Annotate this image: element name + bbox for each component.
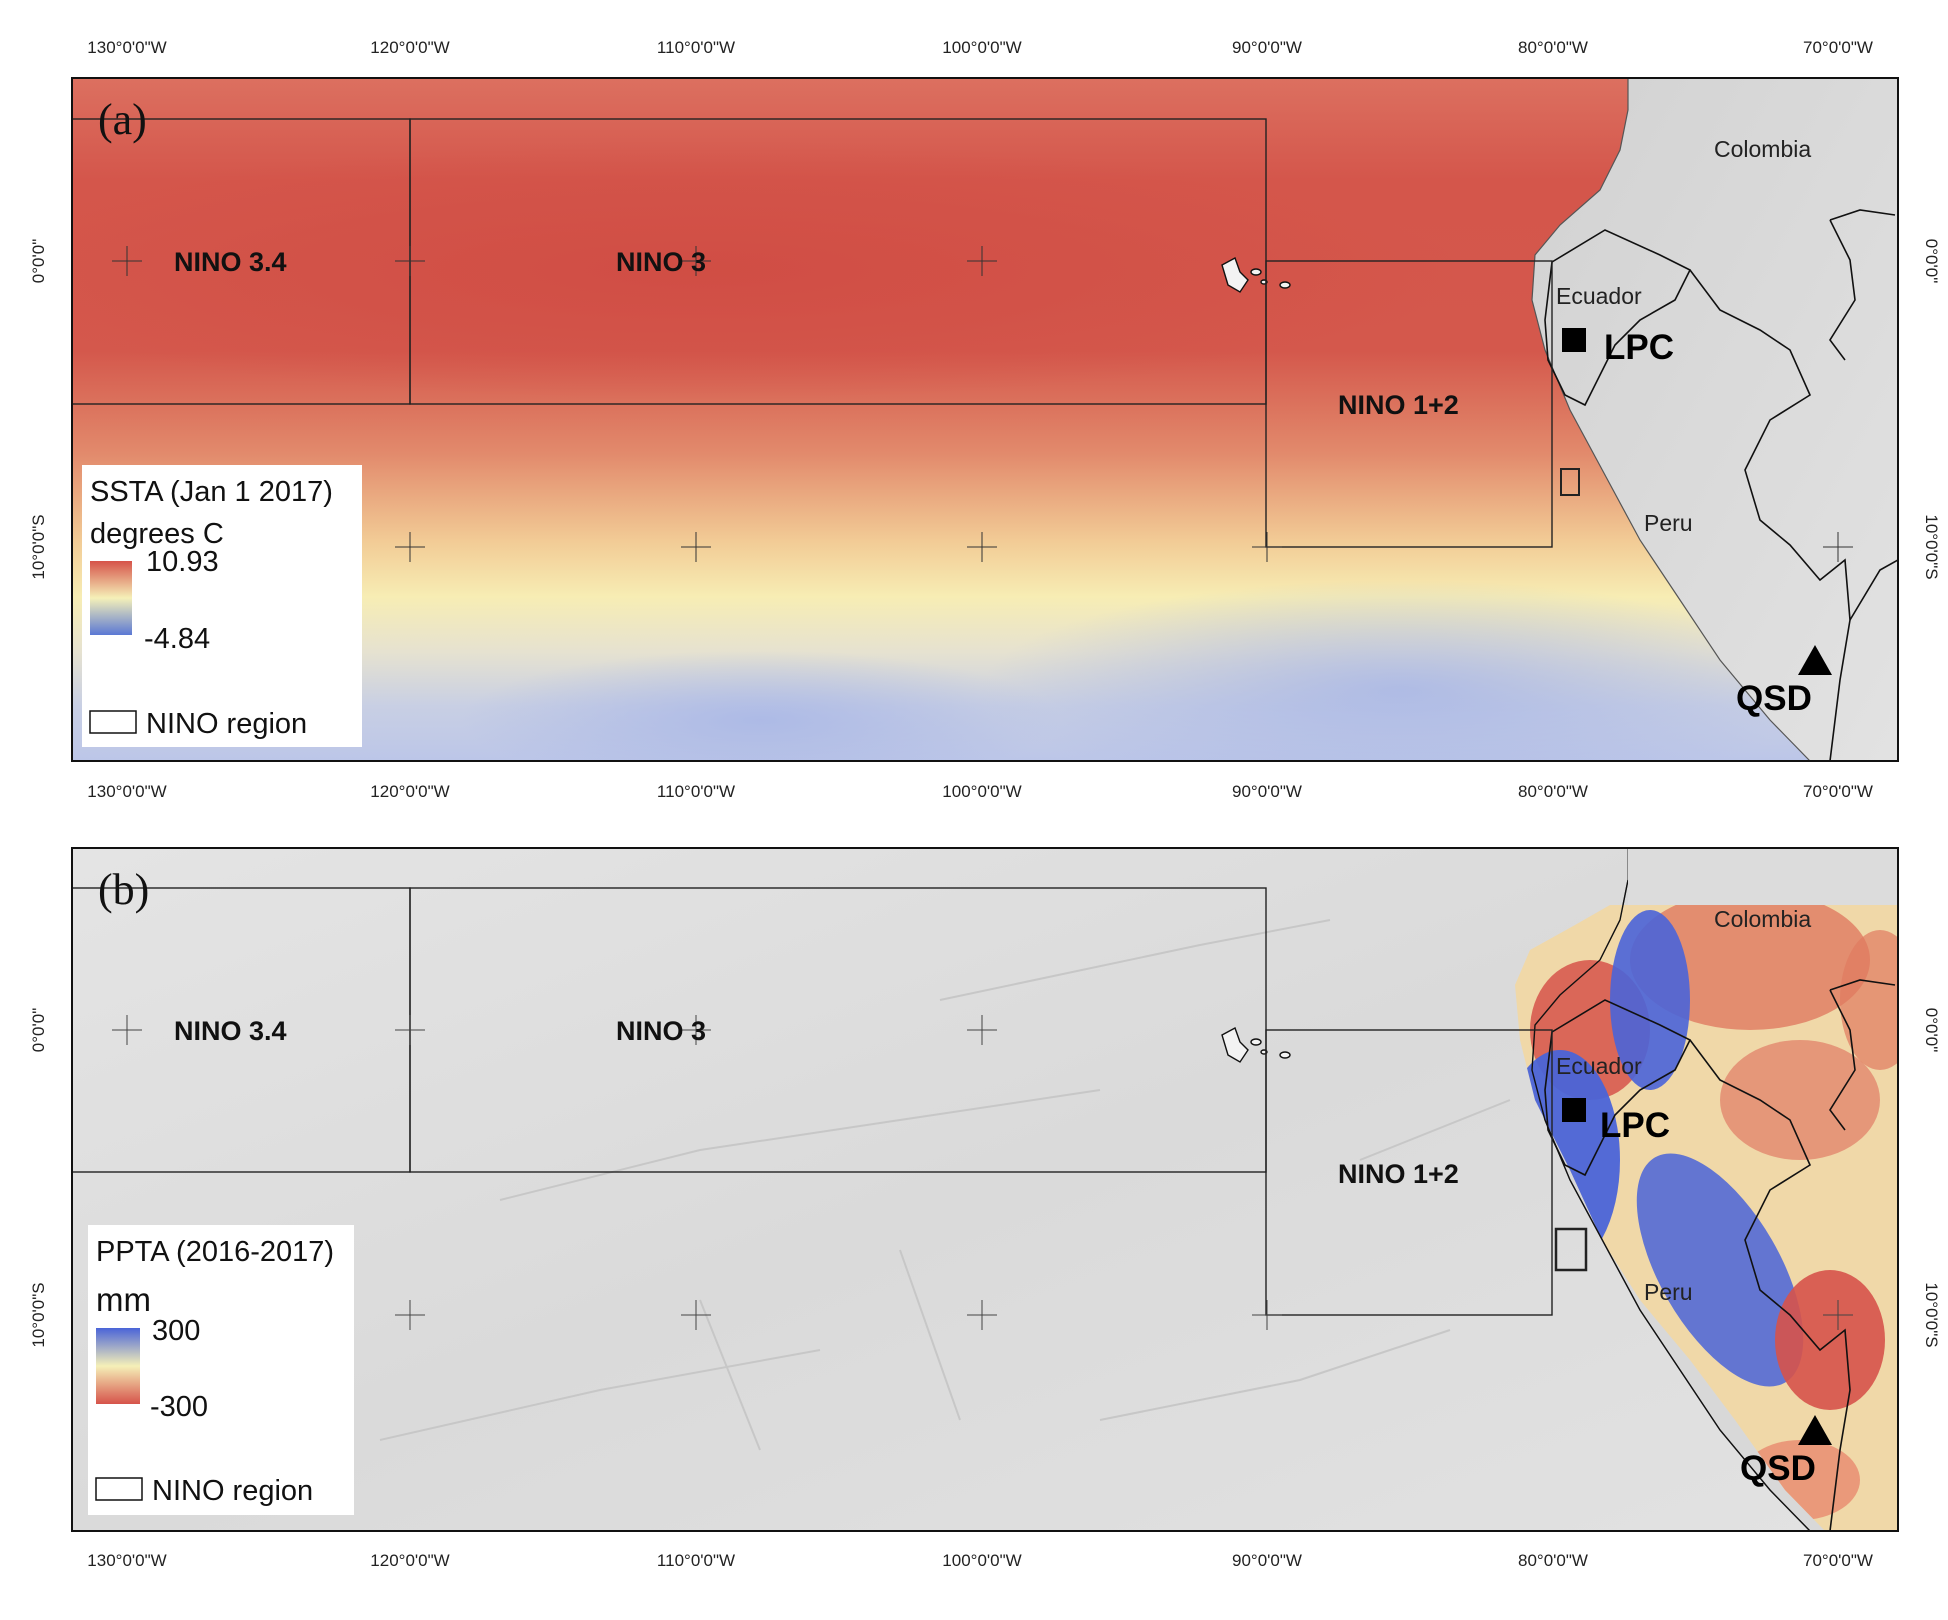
x-tick-label: 70°0'0"W	[1803, 1551, 1873, 1570]
x-tick-label: 100°0'0"W	[942, 38, 1021, 57]
peru-border	[1689, 269, 1851, 761]
x-tick-label: 110°0'0"W	[657, 38, 735, 57]
y-tick-label: 0°0'0"	[29, 1008, 48, 1052]
y-tick-label: 10°0'0"S	[29, 514, 48, 579]
colombia-label: Colombia	[1714, 136, 1811, 162]
qsd-site-marker	[1798, 645, 1832, 675]
map-frame-b	[71, 847, 1899, 1532]
y-tick-label: 10°0'0"S	[1922, 1282, 1941, 1347]
south-america-land	[1531, 78, 1898, 761]
galapagos-islands-b	[1221, 1026, 1291, 1063]
colombia-border-b	[1829, 979, 1896, 1131]
lpc-label-b: LPC	[1600, 1106, 1670, 1145]
panel-a: (a) NINO 3.4 NINO 3 NINO 1+2 Colombia Ec…	[71, 77, 1899, 762]
legend-region-label-a: NINO region	[146, 708, 307, 740]
ecuador-label-b: Ecuador	[1556, 1053, 1642, 1079]
seafloor-ridges	[379, 919, 1511, 1451]
y-tick-label: 10°0'0"S	[1922, 514, 1941, 579]
nino34-label-b: NINO 3.4	[174, 1016, 287, 1046]
nino12-label: NINO 1+2	[1338, 390, 1459, 420]
lpc-site-marker-b	[1562, 1098, 1586, 1122]
legend-colorbar-b	[96, 1328, 140, 1404]
x-tick-label: 90°0'0"W	[1232, 38, 1302, 57]
x-tick-label: 90°0'0"W	[1232, 782, 1302, 801]
x-tick-label: 90°0'0"W	[1232, 1551, 1302, 1570]
no-data-area	[1628, 848, 1898, 905]
legend-b: PPTA (2016-2017) mm 300 -300 NINO region	[88, 1225, 354, 1515]
legend-region-label-b: NINO region	[152, 1475, 313, 1507]
warm-anomaly-band	[72, 140, 1460, 400]
x-tick-label: 120°0'0"W	[370, 1551, 449, 1570]
x-tick-label: 70°0'0"W	[1803, 782, 1873, 801]
y-tick-label: 0°0'0"	[1922, 239, 1941, 283]
peru-label-b: Peru	[1644, 1279, 1693, 1305]
galapagos-islands	[1221, 256, 1291, 293]
peru-label: Peru	[1644, 510, 1693, 536]
small-study-box-b	[1554, 1227, 1588, 1272]
nino12-label-b: NINO 1+2	[1338, 1159, 1459, 1189]
ecuador-border-b	[1544, 999, 1692, 1177]
tick-labels: 130°0'0"W 130°0'0"W 130°0'0"W 120°0'0"W 120°…	[29, 38, 1941, 1570]
map-frame-a	[71, 77, 1899, 762]
coastline-b	[1531, 879, 1811, 1531]
cold-anomaly-patch	[980, 580, 1820, 761]
ecuador-label: Ecuador	[1556, 283, 1642, 309]
nino3-label: NINO 3	[616, 247, 706, 277]
brazil-border	[1849, 559, 1898, 621]
colombia-border	[1829, 209, 1896, 361]
legend-title-a: SSTA (Jan 1 2017)	[90, 476, 333, 508]
x-tick-label: 100°0'0"W	[942, 782, 1021, 801]
x-tick-label: 130°0'0"W	[87, 1551, 166, 1570]
legend-max-b: 300	[152, 1315, 200, 1347]
x-tick-label: 110°0'0"W	[657, 1551, 735, 1570]
x-tick-label: 80°0'0"W	[1518, 782, 1588, 801]
x-tick-label: 100°0'0"W	[942, 1551, 1021, 1570]
x-tick-label: 120°0'0"W	[370, 782, 449, 801]
x-tick-label: 80°0'0"W	[1518, 1551, 1588, 1570]
legend-unit-a: degrees C	[90, 518, 224, 550]
peru-border-b	[1689, 1039, 1851, 1531]
colombia-label-b: Colombia	[1714, 906, 1811, 932]
panel-label-b: (b)	[98, 865, 149, 914]
x-tick-label: 130°0'0"W	[87, 38, 166, 57]
ecuador-border	[1544, 229, 1692, 407]
graticule-crosses-a	[112, 246, 1853, 562]
graticule-crosses-b	[112, 1015, 1853, 1330]
qsd-label: QSD	[1736, 679, 1812, 718]
nino12-box-b	[1265, 1029, 1553, 1316]
legend-colorbar-a	[90, 561, 132, 635]
x-tick-label: 120°0'0"W	[370, 38, 449, 57]
qsd-label-b: QSD	[1740, 1449, 1816, 1488]
cold-anomaly-patch	[460, 650, 1060, 761]
panel-b: (b) NINO 3.4 NINO 3 NINO 1+2 Colombia Ec…	[71, 847, 1899, 1532]
x-tick-label: 110°0'0"W	[657, 782, 735, 801]
legend-region-swatch-a	[89, 710, 137, 734]
legend-unit-b: mm	[96, 1281, 151, 1318]
panel-label-a: (a)	[98, 95, 147, 144]
y-tick-label: 0°0'0"	[29, 239, 48, 283]
legend-min-b: -300	[150, 1391, 208, 1423]
small-study-box	[1560, 468, 1580, 496]
lpc-label: LPC	[1604, 328, 1674, 367]
lpc-site-marker	[1562, 328, 1586, 352]
x-tick-label: 80°0'0"W	[1518, 38, 1588, 57]
legend-title-b: PPTA (2016-2017)	[96, 1236, 334, 1268]
x-tick-label: 70°0'0"W	[1803, 38, 1873, 57]
nino3-label-b: NINO 3	[616, 1016, 706, 1046]
legend-min-a: -4.84	[144, 623, 210, 655]
y-tick-label: 0°0'0"	[1922, 1008, 1941, 1052]
nino34-label: NINO 3.4	[174, 247, 287, 277]
y-tick-label: 10°0'0"S	[29, 1282, 48, 1347]
qsd-site-marker-b	[1798, 1415, 1832, 1445]
nino12-box	[1265, 260, 1553, 548]
x-tick-label: 130°0'0"W	[87, 782, 166, 801]
legend-a: SSTA (Jan 1 2017) degrees C 10.93 -4.84 …	[82, 465, 362, 747]
legend-region-swatch-b	[95, 1477, 143, 1501]
legend-max-a: 10.93	[146, 546, 219, 578]
